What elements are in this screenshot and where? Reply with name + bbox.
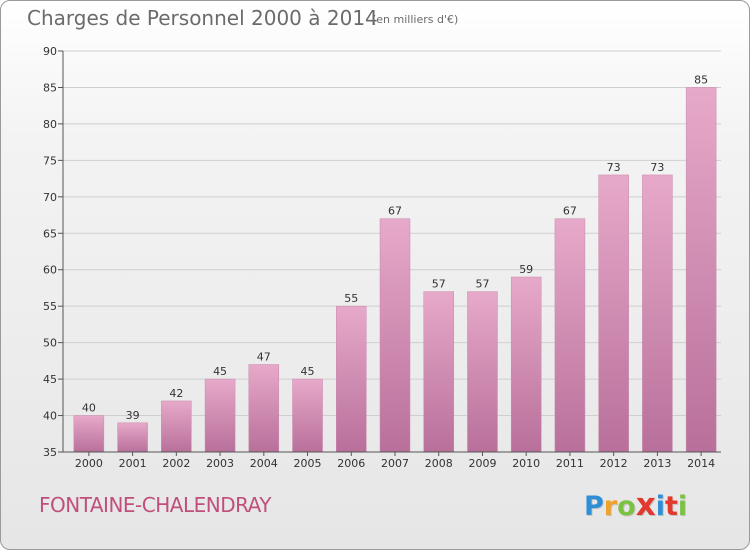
value-label-2005: 45 <box>301 365 315 378</box>
logo-letter: P <box>584 491 604 522</box>
value-label-2009: 57 <box>475 278 489 291</box>
x-tick-label-2009: 2009 <box>468 457 496 470</box>
y-tick-label: 90 <box>43 45 57 58</box>
x-tick-label-2014: 2014 <box>687 457 715 470</box>
bar-2005 <box>292 378 323 453</box>
y-tick-label: 85 <box>43 81 57 94</box>
bar-2014 <box>685 87 717 453</box>
value-label-2012: 73 <box>607 161 621 174</box>
x-tick-label-2005: 2005 <box>294 457 322 470</box>
logo-letter: i <box>677 491 688 522</box>
logo-letter: t <box>664 491 678 522</box>
bar-2013 <box>642 174 673 453</box>
axes: 35 40 45 50 55 60 65 70 75 80 85 90 2000 2001 2002 2003… <box>43 45 721 470</box>
x-tick-label-2006: 2006 <box>337 457 365 470</box>
value-label-2010: 59 <box>519 263 533 276</box>
y-tick-label: 60 <box>43 264 57 277</box>
x-tick-label-2000: 2000 <box>75 457 103 470</box>
x-tick-label-2010: 2010 <box>512 457 540 470</box>
y-tick-label: 55 <box>43 300 57 313</box>
x-tick-label-2011: 2011 <box>556 457 584 470</box>
value-label-2006: 55 <box>344 292 358 305</box>
y-tick-label: 75 <box>43 154 57 167</box>
y-tick-label: 65 <box>43 227 57 240</box>
bar-2001 <box>117 422 148 453</box>
value-label-2000: 40 <box>82 402 96 415</box>
logo-letter: i <box>655 491 665 522</box>
value-label-2008: 57 <box>432 278 446 291</box>
y-tick-label: 80 <box>43 118 57 131</box>
y-tick-label: 50 <box>43 337 57 350</box>
bar-2000 <box>73 415 105 453</box>
value-label-2004: 47 <box>257 351 271 364</box>
bars: 40 39 42 45 47 45 55 67 57 57 59 67 73 73 85 <box>73 73 717 453</box>
bar-chart: 40 39 42 45 47 45 55 67 57 57 59 67 73 73 85 35 40 45 50 5… <box>43 45 721 470</box>
bar-2004 <box>248 364 280 453</box>
x-tick-label-2001: 2001 <box>119 457 147 470</box>
logo-letter: r <box>603 491 618 522</box>
value-label-2014: 85 <box>694 73 708 86</box>
chart-title: Charges de Personnel 2000 à 2014 <box>27 6 378 30</box>
bar-2002 <box>161 400 192 453</box>
y-tick-label: 45 <box>43 373 57 386</box>
x-tick-label-2002: 2002 <box>162 457 190 470</box>
x-tick-label-2013: 2013 <box>643 457 671 470</box>
y-tick-label: 70 <box>43 191 57 204</box>
unit-note: (en milliers d'€) <box>372 13 459 26</box>
x-tick-label-2012: 2012 <box>600 457 628 470</box>
value-label-2013: 73 <box>650 161 664 174</box>
bar-2008 <box>423 291 454 453</box>
x-tick-label-2003: 2003 <box>206 457 234 470</box>
bar-2006 <box>336 305 367 453</box>
x-tick-label-2004: 2004 <box>250 457 278 470</box>
bar-2009 <box>467 291 498 453</box>
value-label-2002: 42 <box>169 387 183 400</box>
x-tick-label-2007: 2007 <box>381 457 409 470</box>
bar-2011 <box>554 218 586 453</box>
x-tick-label-2008: 2008 <box>425 457 453 470</box>
logo-letter: x <box>635 487 656 523</box>
bar-2007 <box>379 218 411 453</box>
y-tick-label: 40 <box>43 410 57 423</box>
bar-2010 <box>510 276 542 453</box>
value-label-2003: 45 <box>213 365 227 378</box>
commune-name: FONTAINE-CHALENDRAY <box>39 493 272 517</box>
logo-letter: o <box>617 491 636 522</box>
bar-2003 <box>204 378 236 453</box>
value-label-2001: 39 <box>126 409 140 422</box>
value-label-2007: 67 <box>388 205 402 218</box>
y-tick-label: 35 <box>43 446 57 459</box>
value-label-2011: 67 <box>563 205 577 218</box>
bar-2012 <box>598 174 629 453</box>
